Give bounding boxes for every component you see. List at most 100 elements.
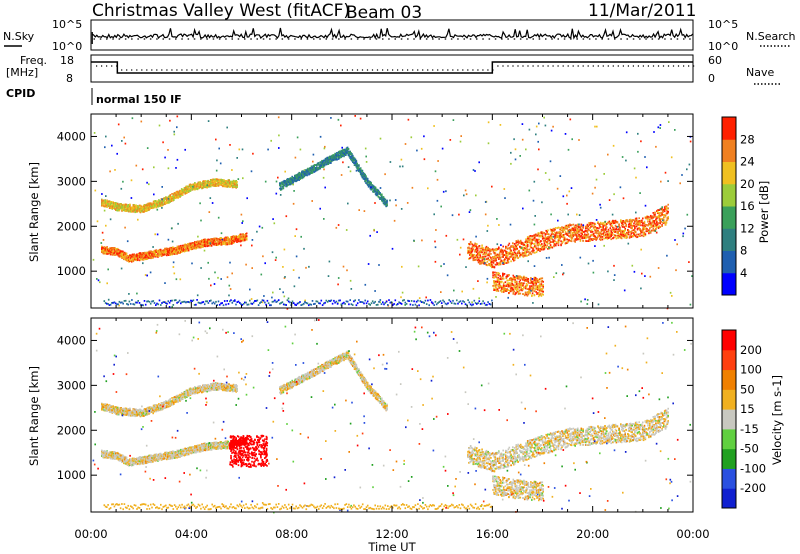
data-cell <box>344 150 346 152</box>
data-cell <box>366 179 369 181</box>
data-cell <box>512 245 515 248</box>
data-cell <box>578 235 581 237</box>
data-cell <box>156 200 158 203</box>
data-cell <box>557 238 560 241</box>
data-cell <box>520 286 522 289</box>
data-cell <box>587 225 590 228</box>
data-cell <box>633 219 635 222</box>
data-cell <box>603 224 605 227</box>
data-cell <box>212 243 215 246</box>
data-cell <box>606 234 609 237</box>
data-cell <box>140 209 143 211</box>
data-cell <box>203 238 206 241</box>
data-cell <box>105 250 107 253</box>
data-cell <box>567 240 569 243</box>
data-cell <box>151 253 153 256</box>
data-cell <box>120 252 122 255</box>
data-cell <box>209 239 212 242</box>
data-cell <box>624 233 626 236</box>
data-cell <box>582 226 584 228</box>
data-cell <box>512 242 514 245</box>
data-cell <box>169 253 172 255</box>
data-cell <box>620 224 623 227</box>
data-cell <box>604 234 606 237</box>
data-cell <box>186 248 188 251</box>
data-cell <box>362 177 365 180</box>
data-cell <box>303 172 306 175</box>
data-cell <box>230 243 232 245</box>
data-cell <box>238 240 240 242</box>
data-cell <box>101 251 103 253</box>
data-cell <box>107 252 109 255</box>
beam-label: Beam 03 <box>346 3 422 23</box>
data-cell <box>472 248 475 250</box>
data-cell <box>504 258 506 261</box>
data-cell <box>620 237 623 240</box>
data-cell <box>162 203 165 206</box>
data-cell <box>493 266 496 268</box>
data-cell <box>562 228 565 231</box>
data-cell <box>294 174 297 177</box>
data-cell <box>531 250 533 253</box>
data-cell <box>600 228 603 231</box>
data-cell <box>282 185 285 188</box>
data-cell <box>601 236 604 238</box>
data-cell <box>148 206 150 209</box>
data-cell <box>617 234 619 237</box>
data-cell <box>635 217 638 220</box>
data-cell <box>518 289 521 292</box>
data-cell <box>319 161 322 164</box>
data-cell <box>493 281 495 284</box>
data-cell <box>153 200 156 203</box>
data-cell <box>509 251 511 254</box>
data-cell <box>660 207 662 210</box>
data-cell <box>489 248 491 251</box>
data-cell <box>664 205 667 208</box>
data-cell <box>468 243 470 246</box>
data-cell <box>608 233 611 236</box>
data-cell <box>495 249 497 252</box>
data-cell <box>120 207 122 210</box>
data-cell <box>526 254 528 257</box>
data-cell <box>650 216 653 218</box>
data-cell <box>122 250 124 253</box>
data-cell <box>109 250 112 253</box>
data-cell <box>528 235 531 238</box>
data-cell <box>108 207 111 209</box>
data-cell <box>514 288 516 290</box>
data-cell <box>522 255 525 258</box>
data-cell <box>367 184 370 186</box>
data-cell <box>543 244 546 246</box>
data-cell <box>173 196 175 199</box>
data-cell <box>616 234 619 237</box>
data-cell <box>485 248 488 251</box>
data-cell <box>493 276 495 279</box>
data-cell <box>187 247 189 250</box>
data-cell <box>138 204 141 207</box>
data-cell <box>570 224 573 226</box>
data-cell <box>485 245 488 248</box>
data-cell <box>548 236 550 238</box>
data-cell <box>204 184 207 187</box>
data-cell <box>170 198 172 201</box>
data-cell <box>519 240 521 243</box>
data-cell <box>123 255 125 258</box>
data-cell <box>512 256 514 259</box>
data-cell <box>206 243 208 245</box>
data-cell <box>540 240 542 243</box>
data-cell <box>145 206 148 209</box>
data-cell <box>547 229 549 232</box>
data-cell <box>165 196 167 199</box>
data-cell <box>507 261 510 264</box>
data-cell <box>559 235 561 237</box>
data-cell <box>232 242 235 244</box>
data-cell <box>222 181 224 184</box>
data-cell <box>286 180 288 182</box>
data-cell <box>300 174 302 177</box>
data-cell <box>118 252 121 254</box>
data-cell <box>633 224 635 227</box>
data-cell <box>488 252 490 255</box>
data-cell <box>291 179 293 182</box>
data-cell <box>223 239 226 241</box>
data-cell <box>363 175 365 178</box>
